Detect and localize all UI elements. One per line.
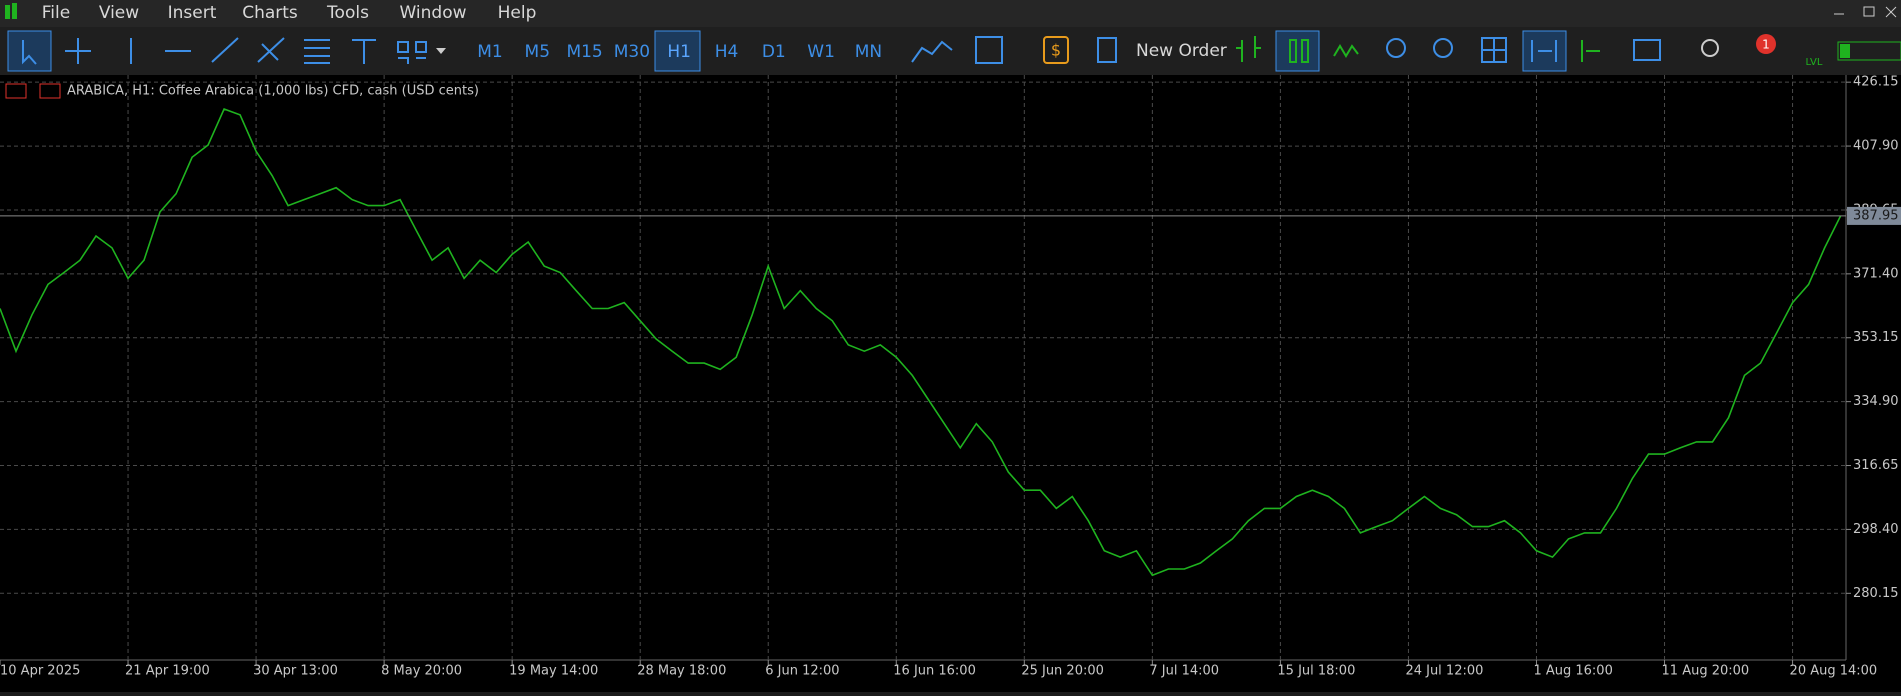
- x-tick-label: 28 May 18:00: [637, 664, 726, 679]
- notification-badge[interactable]: [1756, 34, 1776, 54]
- y-tick-label: 371.40: [1853, 266, 1899, 281]
- dollar-icon: $: [1051, 41, 1061, 60]
- menu-item[interactable]: Charts: [242, 3, 298, 23]
- level-meter: [1837, 41, 1901, 61]
- timeframe-button[interactable]: M5: [525, 42, 550, 62]
- menu-bar: [0, 0, 1901, 27]
- x-tick-label: 19 May 14:00: [509, 664, 598, 679]
- timeframe-button[interactable]: H4: [715, 42, 739, 62]
- chart-shift[interactable]: [1581, 40, 1600, 62]
- level-label: LVL: [1806, 57, 1823, 68]
- current-price-box: [1847, 206, 1901, 225]
- x-tick-label: 11 Aug 20:00: [1662, 664, 1750, 679]
- y-tick-label: 280.15: [1853, 586, 1899, 601]
- level-fill: [1840, 44, 1850, 58]
- y-tick-label: 407.90: [1853, 139, 1899, 154]
- shapes-tool[interactable]: [397, 41, 427, 64]
- active-timeframe: [654, 30, 701, 72]
- y-tick-label: 334.90: [1853, 394, 1899, 409]
- bar-chart[interactable]: [1236, 36, 1261, 62]
- window-controls: [1834, 6, 1897, 18]
- zoom-in[interactable]: [1386, 38, 1406, 58]
- toolbar-icons: $: [7, 30, 1901, 72]
- candle-chart-active[interactable]: [1275, 30, 1320, 72]
- menu-item[interactable]: Insert: [168, 3, 217, 23]
- search[interactable]: [1701, 39, 1719, 57]
- current-price-label: 387.95: [1853, 208, 1899, 223]
- timeframe-button[interactable]: M1: [477, 42, 502, 62]
- x-tick-label: 10 Apr 2025: [0, 664, 80, 679]
- notification-count: 1: [1762, 38, 1770, 52]
- pointer-tool[interactable]: [7, 30, 52, 72]
- x-tick-label: 30 Apr 13:00: [253, 664, 338, 679]
- channel-tool[interactable]: [257, 37, 285, 63]
- chart-type-line[interactable]: [911, 40, 953, 63]
- timeframe-button[interactable]: M30: [614, 42, 650, 62]
- y-tick-label: 426.15: [1853, 75, 1899, 90]
- timeframe-button[interactable]: MN: [855, 42, 882, 62]
- menu-item[interactable]: Tools: [326, 3, 369, 23]
- tile-windows[interactable]: [1481, 37, 1507, 63]
- chart-area: [0, 75, 1901, 660]
- timeframe-button[interactable]: D1: [762, 42, 786, 62]
- x-tick-label: 16 Jun 16:00: [893, 664, 976, 679]
- toolbar: [0, 27, 1901, 75]
- y-tick-label: 316.65: [1853, 458, 1899, 473]
- x-tick-label: 15 Jul 18:00: [1277, 664, 1355, 679]
- x-tick-label: 25 Jun 20:00: [1021, 664, 1104, 679]
- symbol-icons: [5, 83, 61, 99]
- indicators[interactable]: [975, 36, 1003, 64]
- candle-icon: [1289, 39, 1309, 63]
- x-tick-label: 6 Jun 12:00: [765, 664, 839, 679]
- menu-item[interactable]: File: [42, 3, 70, 23]
- crosshair-tool[interactable]: [65, 38, 91, 64]
- menu-item[interactable]: Help: [498, 3, 537, 23]
- trading-button[interactable]: [1043, 36, 1069, 64]
- line-chart[interactable]: [1333, 44, 1359, 58]
- x-tick-label: 1 Aug 16:00: [1533, 664, 1612, 679]
- y-tick-label: 298.40: [1853, 522, 1899, 537]
- price-line: [0, 107, 1842, 577]
- text-tool[interactable]: [352, 39, 376, 64]
- timeframe-button[interactable]: W1: [807, 42, 835, 62]
- dropdown[interactable]: [436, 48, 446, 54]
- new-order-label[interactable]: New Order: [1136, 41, 1227, 61]
- x-tick-label: 24 Jul 12:00: [1405, 664, 1483, 679]
- timeframe-button[interactable]: H1: [667, 42, 691, 62]
- x-tick-label: 8 May 20:00: [381, 664, 462, 679]
- screenshot[interactable]: [1633, 39, 1661, 61]
- zoom-out[interactable]: [1433, 38, 1453, 58]
- time-axis: [0, 660, 1901, 692]
- x-tick-label: 20 Aug 14:00: [1790, 664, 1878, 679]
- trend-line-tool[interactable]: [211, 37, 239, 63]
- x-tick-label: 21 Apr 19:00: [125, 664, 210, 679]
- new-order-icon[interactable]: [1097, 37, 1117, 63]
- menu-item[interactable]: Window: [399, 3, 466, 23]
- timeframe-button[interactable]: M15: [566, 42, 602, 62]
- pointer-icon: [22, 40, 37, 65]
- x-tick-label: 7 Jul 14:00: [1149, 664, 1219, 679]
- y-tick-label: 353.15: [1853, 330, 1899, 345]
- menu-item[interactable]: View: [99, 3, 139, 23]
- fibo-tool[interactable]: [304, 39, 330, 64]
- autoscroll-icon: [1531, 40, 1557, 62]
- chart-title: ARABICA, H1: Coffee Arabica (1,000 lbs) …: [67, 84, 479, 99]
- app-icon: [5, 3, 17, 19]
